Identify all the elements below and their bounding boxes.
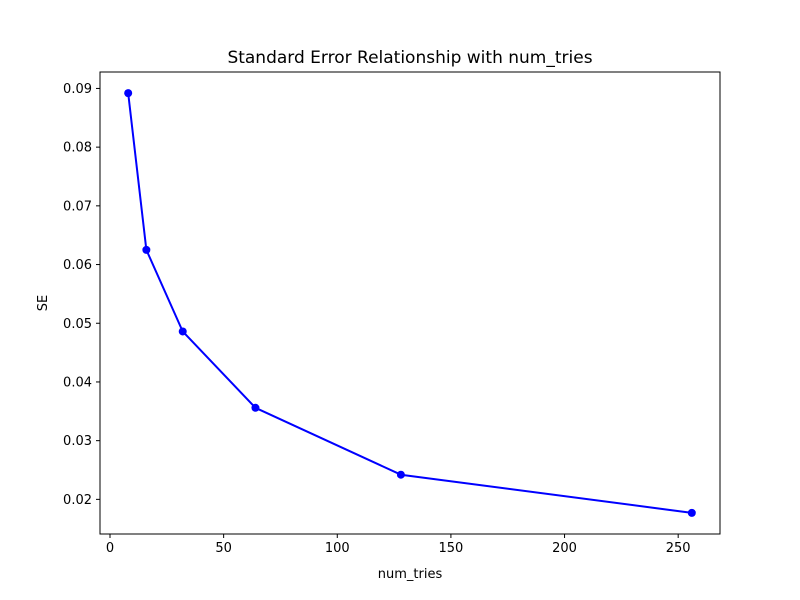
y-tick-label: 0.06 bbox=[63, 258, 92, 273]
x-axis-label: num_tries bbox=[378, 567, 443, 582]
x-tick-label: 200 bbox=[552, 541, 577, 556]
y-tick-label: 0.03 bbox=[63, 434, 92, 449]
y-tick-label: 0.07 bbox=[63, 199, 92, 214]
y-tick-label: 0.09 bbox=[63, 82, 92, 97]
data-point-marker bbox=[251, 403, 260, 412]
axes-spines bbox=[99, 71, 721, 535]
plot-area bbox=[100, 72, 720, 534]
axis-ticks: 0 50 100 150 200 250 0.02 0.03 0.04 0.05 0.06 0.07 0… bbox=[63, 82, 691, 556]
x-tick-label: 100 bbox=[325, 541, 350, 556]
data-point-marker bbox=[142, 245, 151, 254]
data-point-marker bbox=[687, 508, 696, 517]
y-tick-label: 0.02 bbox=[63, 493, 92, 508]
series-line bbox=[127, 92, 693, 514]
y-axis-label: SE bbox=[36, 295, 51, 311]
x-tick-label: 250 bbox=[666, 541, 691, 556]
x-tick-label: 50 bbox=[215, 541, 232, 556]
chart-title: Standard Error Relationship with num_tri… bbox=[227, 48, 592, 68]
data-point-marker bbox=[396, 470, 405, 479]
data-point-marker bbox=[178, 327, 187, 336]
data-series bbox=[124, 89, 696, 517]
x-tick-label: 150 bbox=[438, 541, 463, 556]
y-tick-label: 0.08 bbox=[63, 141, 92, 156]
y-tick-label: 0.05 bbox=[63, 317, 92, 332]
data-point-marker bbox=[124, 89, 133, 98]
x-tick-label: 0 bbox=[106, 541, 114, 556]
y-tick-label: 0.04 bbox=[63, 375, 92, 390]
